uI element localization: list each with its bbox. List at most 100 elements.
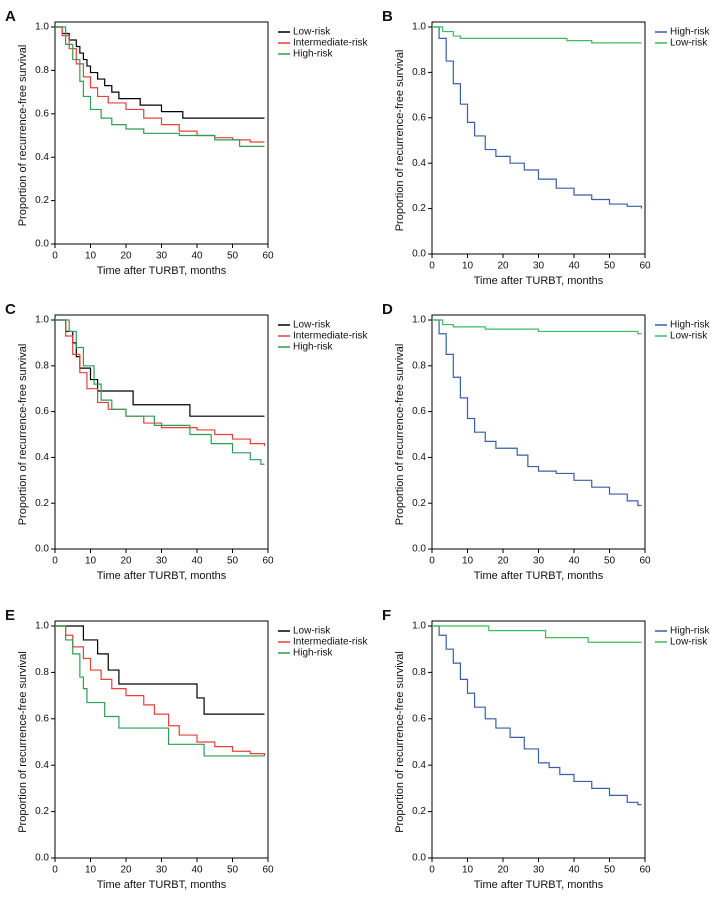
y-tick-label: 0.8: [35, 65, 49, 76]
y-tick-label: 0.2: [412, 498, 426, 509]
survival-curve: [55, 319, 266, 446]
panel-label: E: [5, 607, 15, 624]
x-tick-label: 40: [568, 865, 580, 876]
x-tick-label: 30: [156, 251, 168, 262]
panel: F 0.0 0.2 0.4 0.6 0.8 1.0 0 10 20 30 40 50 60 Time aft…: [382, 607, 710, 891]
x-tick-label: 60: [639, 261, 651, 272]
x-tick-label: 0: [429, 261, 435, 272]
legend-label: High-risk: [293, 648, 333, 659]
x-tick-label: 20: [497, 865, 509, 876]
y-tick-label: 0.6: [35, 713, 49, 724]
y-tick-label: 1.0: [35, 315, 49, 326]
legend-label: Low-risk: [670, 637, 708, 648]
x-tick-label: 30: [533, 556, 545, 567]
legend-label: High-risk: [670, 320, 710, 331]
y-tick-label: 0.6: [35, 108, 49, 119]
panel: D 0.0 0.2 0.4 0.6 0.8 1.0 0 10 20 30 40 50 60 Time aft…: [382, 301, 710, 582]
x-tick-label: 20: [120, 865, 132, 876]
panel-label: B: [382, 8, 393, 25]
y-axis-label: Proportion of recurrence-free survival: [394, 50, 406, 232]
legend-label: High-risk: [670, 626, 710, 637]
x-tick-label: 10: [85, 556, 97, 567]
x-tick-label: 50: [604, 261, 616, 272]
x-tick-label: 50: [604, 865, 616, 876]
survival-curve: [55, 26, 265, 147]
plot-frame: [431, 620, 646, 859]
y-tick-label: 0.8: [412, 667, 426, 678]
x-tick-label: 60: [639, 556, 651, 567]
x-axis-label: Time after TURBT, months: [97, 879, 227, 891]
y-axis-label: Proportion of recurrence-free survival: [17, 45, 29, 227]
x-axis-label: Time after TURBT, months: [97, 570, 227, 582]
y-tick-label: 0.8: [35, 360, 49, 371]
y-tick-label: 1.0: [412, 315, 426, 326]
x-axis-label: Time after TURBT, months: [474, 879, 604, 891]
legend-label: Low-risk: [293, 27, 331, 38]
y-axis-label: Proportion of recurrence-free survival: [17, 344, 29, 526]
panel-label: D: [382, 301, 393, 318]
survival-curve: [55, 319, 265, 465]
y-tick-label: 0.0: [35, 853, 49, 864]
y-tick-label: 0.0: [412, 249, 426, 260]
plot-frame: [54, 620, 269, 859]
x-tick-label: 50: [227, 556, 239, 567]
x-tick-label: 10: [85, 251, 97, 262]
y-tick-label: 0.2: [412, 203, 426, 214]
panel-label: F: [382, 607, 391, 624]
y-tick-label: 0.8: [412, 67, 426, 78]
x-tick-label: 30: [533, 261, 545, 272]
y-tick-label: 0.0: [412, 853, 426, 864]
panel: A 0.0 0.2 0.4 0.6 0.8 1.0 0 10 20 30 40 50 60 Time aft…: [5, 8, 368, 277]
y-tick-label: 1.0: [35, 621, 49, 632]
y-tick-label: 1.0: [412, 22, 426, 33]
x-tick-label: 50: [604, 556, 616, 567]
survival-curve: [432, 625, 642, 806]
plot-frame: [54, 314, 269, 550]
y-tick-label: 0.0: [412, 544, 426, 555]
y-tick-label: 0.4: [412, 158, 426, 169]
survival-curve: [432, 26, 643, 209]
x-tick-label: 0: [52, 251, 58, 262]
survival-curve: [432, 26, 642, 44]
y-tick-label: 0.4: [412, 760, 426, 771]
x-tick-label: 10: [462, 556, 474, 567]
x-axis-label: Time after TURBT, months: [97, 265, 227, 277]
legend-label: Intermediate-risk: [293, 637, 368, 648]
x-tick-label: 20: [120, 556, 132, 567]
x-tick-label: 50: [227, 865, 239, 876]
y-tick-label: 0.2: [412, 806, 426, 817]
legend-label: High-risk: [293, 49, 333, 60]
x-axis-label: Time after TURBT, months: [474, 570, 604, 582]
legend-label: Intermediate-risk: [293, 38, 368, 49]
y-tick-label: 0.4: [35, 760, 49, 771]
y-tick-label: 0.0: [35, 544, 49, 555]
y-tick-label: 0.4: [412, 452, 426, 463]
panel-label: A: [5, 8, 16, 25]
panel-label: C: [5, 301, 16, 318]
legend-label: Low-risk: [293, 626, 331, 637]
y-tick-label: 0.8: [412, 360, 426, 371]
legend-label: High-risk: [670, 27, 710, 38]
x-axis-label: Time after TURBT, months: [474, 275, 604, 287]
x-tick-label: 30: [156, 556, 168, 567]
y-axis-label: Proportion of recurrence-free survival: [394, 344, 406, 526]
y-tick-label: 0.2: [35, 806, 49, 817]
x-tick-label: 40: [568, 261, 580, 272]
x-tick-label: 40: [191, 556, 203, 567]
x-tick-label: 40: [191, 865, 203, 876]
panel: C 0.0 0.2 0.4 0.6 0.8 1.0 0 10 20 30 40 50 60 Time aft…: [5, 301, 368, 582]
y-tick-label: 1.0: [35, 22, 49, 33]
x-tick-label: 30: [156, 865, 168, 876]
y-tick-label: 0.0: [35, 239, 49, 250]
x-tick-label: 0: [52, 556, 58, 567]
x-tick-label: 0: [429, 556, 435, 567]
x-tick-label: 60: [262, 251, 274, 262]
x-tick-label: 40: [191, 251, 203, 262]
legend-label: Intermediate-risk: [293, 331, 368, 342]
y-tick-label: 0.6: [35, 406, 49, 417]
x-tick-label: 20: [497, 556, 509, 567]
panel: E 0.0 0.2 0.4 0.6 0.8 1.0 0 10 20 30 40 50 60 Time aft…: [5, 607, 368, 891]
survival-curve: [55, 625, 265, 715]
legend-label: Low-risk: [670, 331, 708, 342]
